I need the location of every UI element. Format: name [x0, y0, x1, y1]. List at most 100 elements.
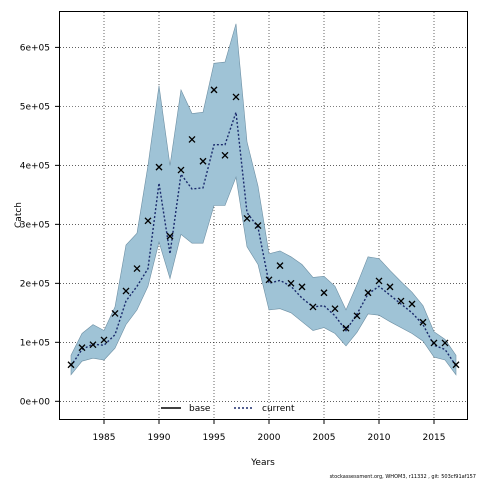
observed-marker: [441, 339, 449, 347]
legend: base current: [161, 404, 295, 414]
observed-marker: [309, 303, 317, 311]
y-tick-label: 4e+05: [20, 161, 50, 171]
observed-marker: [397, 297, 405, 305]
y-tick-label: 3e+05: [20, 220, 50, 230]
observed-markers: [67, 86, 460, 369]
observed-marker: [265, 276, 273, 284]
observed-marker-stroke: [133, 265, 141, 273]
observed-marker-stroke: [254, 222, 262, 229]
y-tick-label: 5e+05: [20, 102, 50, 112]
observed-marker-stroke: [78, 344, 86, 352]
x-axis-ticks: 1985 1990 1995 2000 2005 2010 2015: [93, 419, 446, 443]
observed-marker: [232, 93, 240, 101]
observed-marker: [320, 289, 328, 297]
y-tick-label: 6e+05: [20, 43, 50, 53]
x-tick-label: 2015: [423, 433, 446, 443]
observed-marker: [276, 262, 284, 270]
observed-marker-stroke: [243, 214, 251, 222]
current-series-line: [70, 112, 457, 367]
observed-marker: [364, 289, 372, 297]
observed-marker-stroke: [144, 217, 152, 225]
x-tick-label: 2000: [258, 433, 281, 443]
observed-marker-stroke: [276, 262, 284, 270]
observed-marker: [298, 283, 306, 291]
observed-marker: [243, 214, 251, 222]
observed-marker-stroke: [287, 279, 295, 287]
observed-marker: [199, 157, 207, 165]
observed-marker-stroke: [100, 336, 108, 344]
grid: [60, 12, 467, 419]
observed-marker-stroke: [309, 303, 317, 311]
observed-marker: [144, 217, 152, 225]
y-axis-title: Catch: [14, 202, 24, 228]
y-tick-label: 1e+05: [20, 338, 50, 348]
observed-marker: [155, 163, 163, 171]
observed-marker: [133, 265, 141, 273]
observed-marker: [111, 309, 119, 317]
observed-marker: [287, 279, 295, 287]
y-tick-label: 2e+05: [20, 279, 50, 289]
observed-marker: [221, 151, 229, 159]
observed-marker: [254, 222, 262, 229]
plot-area-frame: [59, 11, 468, 420]
observed-marker: [122, 287, 130, 295]
observed-marker-stroke: [298, 283, 306, 291]
observed-marker-stroke: [221, 151, 229, 159]
observed-marker-stroke: [177, 166, 185, 174]
observed-marker-stroke: [210, 86, 218, 94]
legend-base-label: base: [189, 404, 211, 414]
observed-marker-stroke: [397, 297, 405, 305]
observed-marker-stroke: [386, 283, 394, 291]
observed-marker: [78, 344, 86, 352]
observed-marker-stroke: [331, 305, 339, 313]
observed-marker-stroke: [188, 135, 196, 143]
observed-marker-stroke: [265, 276, 273, 284]
footer-note: stockassessment.org, WHOM3, r11332 , git…: [330, 474, 476, 480]
observed-marker-stroke: [320, 289, 328, 297]
observed-marker-stroke: [166, 232, 174, 240]
observed-marker: [89, 341, 97, 349]
observed-marker: [67, 361, 75, 369]
confidence-band: [70, 23, 457, 376]
observed-marker: [353, 312, 361, 320]
observed-marker: [386, 283, 394, 291]
observed-marker-stroke: [199, 157, 207, 165]
x-tick-label: 1995: [203, 433, 226, 443]
observed-marker: [419, 318, 427, 326]
observed-marker: [177, 166, 185, 174]
x-tick-label: 1990: [148, 433, 171, 443]
observed-marker-stroke: [452, 361, 460, 369]
observed-marker-stroke: [419, 318, 427, 326]
observed-marker: [375, 277, 383, 285]
observed-marker-stroke: [122, 287, 130, 295]
observed-marker-stroke: [89, 341, 97, 349]
observed-marker: [188, 135, 196, 143]
x-tick-label: 2005: [313, 433, 336, 443]
observed-marker: [331, 305, 339, 313]
y-axis-ticks: 0e+00 1e+05 2e+05 3e+05 4e+05 5e+05 6e+05: [20, 43, 60, 407]
observed-marker: [100, 336, 108, 344]
observed-marker-stroke: [342, 324, 350, 332]
observed-marker-stroke: [375, 277, 383, 285]
observed-marker-stroke: [364, 289, 372, 297]
x-axis-title: Years: [250, 458, 275, 468]
x-tick-label: 2010: [368, 433, 391, 443]
observed-marker: [452, 361, 460, 369]
observed-marker: [408, 300, 416, 308]
observed-marker-stroke: [353, 312, 361, 320]
x-tick-label: 1985: [93, 433, 116, 443]
observed-marker-stroke: [67, 361, 75, 369]
observed-marker: [166, 232, 174, 240]
observed-marker-stroke: [430, 339, 438, 347]
observed-marker: [342, 324, 350, 332]
legend-current-label: current: [262, 404, 295, 414]
observed-marker-stroke: [155, 163, 163, 171]
observed-marker: [210, 86, 218, 94]
observed-marker-stroke: [441, 339, 449, 347]
y-tick-label: 0e+00: [20, 397, 51, 407]
observed-marker-stroke: [232, 93, 240, 101]
observed-marker-stroke: [408, 300, 416, 308]
observed-marker: [430, 339, 438, 347]
observed-marker-stroke: [111, 309, 119, 317]
